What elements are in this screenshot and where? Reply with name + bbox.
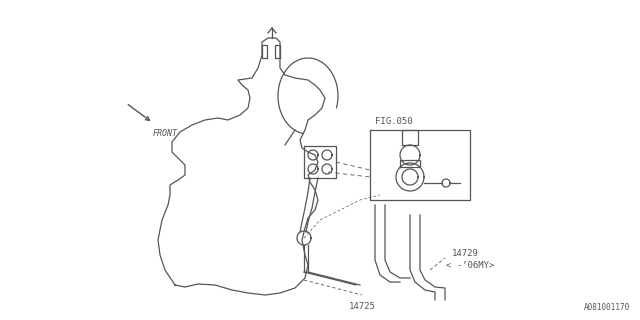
- Text: FIG.050: FIG.050: [375, 117, 413, 126]
- Text: FRONT: FRONT: [153, 129, 178, 138]
- Text: 14725: 14725: [349, 302, 376, 311]
- Text: 14729: 14729: [452, 250, 479, 259]
- Text: < -’06MY>: < -’06MY>: [446, 260, 494, 269]
- Text: A081001170: A081001170: [584, 303, 630, 312]
